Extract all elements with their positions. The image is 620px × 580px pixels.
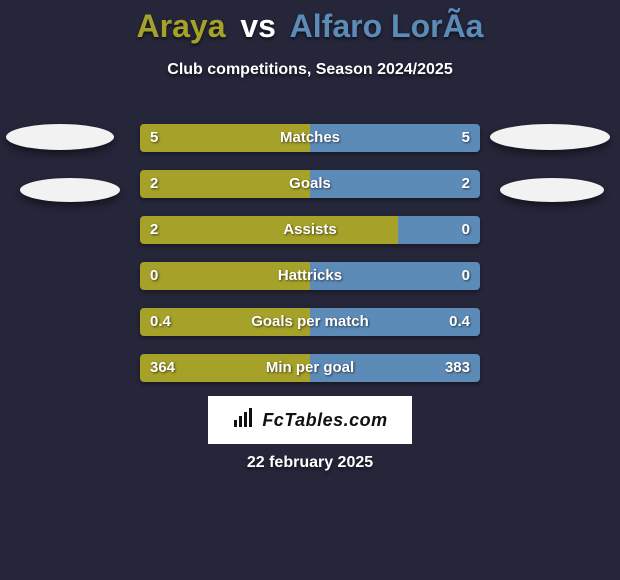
source-logo: FcTables.com (208, 396, 412, 444)
stat-label: Matches (140, 124, 480, 152)
avatar-ellipse (20, 178, 120, 202)
stat-label: Goals per match (140, 308, 480, 336)
stat-label: Goals (140, 170, 480, 198)
player1-name: Araya (137, 8, 226, 44)
logo-text: FcTables.com (262, 410, 387, 431)
avatar-ellipse (500, 178, 604, 202)
avatar-ellipse (6, 124, 114, 150)
subtitle: Club competitions, Season 2024/2025 (0, 61, 620, 79)
date-text: 22 february 2025 (0, 454, 620, 472)
stat-row: 0.40.4Goals per match (140, 308, 480, 336)
stat-label: Min per goal (140, 354, 480, 382)
stat-row: 00Hattricks (140, 262, 480, 290)
comparison-title: Araya vs Alfaro LorÃ­a (0, 0, 620, 45)
vs-separator: vs (240, 8, 276, 44)
stat-label: Hattricks (140, 262, 480, 290)
stat-row: 22Goals (140, 170, 480, 198)
stat-bars: 55Matches 22Goals 20Assists 00Hattricks 0.40… (140, 124, 480, 400)
stat-row: 55Matches (140, 124, 480, 152)
stat-row: 20Assists (140, 216, 480, 244)
chart-icon (232, 406, 256, 435)
avatar-ellipse (490, 124, 610, 150)
stat-row: 364383Min per goal (140, 354, 480, 382)
stat-label: Assists (140, 216, 480, 244)
player2-name: Alfaro LorÃ­a (290, 8, 484, 44)
